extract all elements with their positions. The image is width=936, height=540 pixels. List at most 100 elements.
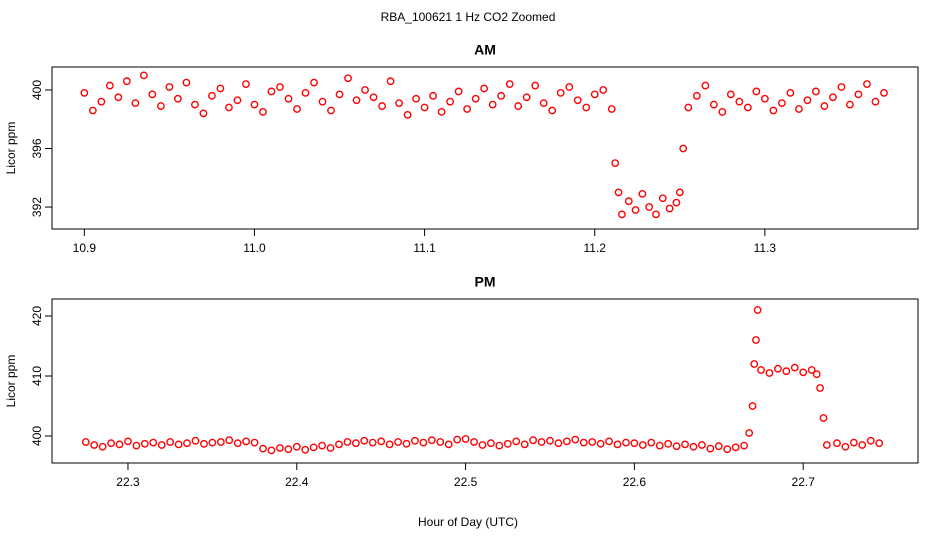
data-point (166, 438, 175, 446)
data-point (335, 440, 343, 449)
data-point (679, 144, 688, 153)
data-point (377, 437, 386, 446)
data-point (531, 81, 540, 90)
data-point (343, 438, 352, 446)
data-point (427, 436, 436, 445)
data-point (284, 445, 293, 454)
y-tick-label: 400 (30, 426, 44, 446)
data-point (97, 97, 106, 106)
data-point (503, 439, 512, 448)
data-point (216, 84, 225, 93)
data-point (115, 440, 124, 449)
data-point (757, 366, 765, 374)
data-point (437, 108, 446, 116)
data-point (571, 435, 580, 444)
x-tick-label: 22.3 (116, 475, 140, 489)
data-point (394, 438, 402, 446)
data-point (665, 204, 674, 213)
data-point (652, 210, 660, 219)
data-point (105, 81, 114, 90)
data-point (537, 438, 546, 446)
data-point (301, 89, 310, 97)
data-point (259, 444, 267, 453)
data-point (773, 364, 782, 373)
data-point (812, 370, 821, 379)
data-point (777, 99, 786, 108)
data-point (611, 159, 620, 168)
data-point (745, 429, 754, 437)
data-point (812, 87, 820, 96)
data-point (539, 99, 548, 108)
data-point (385, 440, 394, 449)
data-point (301, 445, 310, 454)
data-point (631, 206, 640, 214)
data-point (461, 435, 470, 443)
data-point (718, 108, 727, 116)
data-point (326, 444, 335, 452)
data-point (638, 189, 647, 198)
data-point (698, 441, 706, 449)
data-point (664, 439, 673, 448)
y-axis-label: Licor ppm (4, 122, 18, 175)
data-point (562, 437, 571, 446)
data-point (689, 442, 698, 451)
data-point (480, 84, 489, 93)
data-point (753, 306, 762, 314)
data-point (645, 203, 654, 211)
data-point (250, 438, 259, 447)
y-tick-label: 410 (30, 366, 44, 386)
data-point (875, 439, 884, 448)
data-point (769, 106, 778, 115)
data-point (88, 106, 97, 115)
data-point (638, 441, 647, 449)
data-point (471, 94, 480, 103)
data-point (618, 210, 626, 219)
data-point (596, 439, 605, 448)
x-tick-label: 11.1 (413, 241, 436, 255)
data-point (200, 439, 208, 448)
data-point (816, 384, 824, 392)
data-point (672, 442, 681, 451)
data-point (858, 441, 867, 449)
data-point (208, 91, 216, 100)
data-point (335, 90, 344, 99)
data-point (470, 438, 478, 446)
x-tick-label: 10.9 (73, 241, 97, 255)
data-point (411, 436, 419, 445)
data-point (871, 97, 880, 106)
data-point (446, 97, 455, 106)
data-point (156, 102, 165, 110)
data-point (436, 438, 445, 446)
data-point (344, 74, 352, 83)
data-point (233, 439, 242, 448)
data-point (752, 336, 760, 344)
data-point (829, 93, 837, 102)
data-point (378, 102, 386, 110)
data-point (790, 363, 799, 372)
data-point (199, 109, 208, 118)
data-point (148, 90, 157, 99)
data-point (520, 440, 529, 449)
data-point (782, 367, 791, 376)
data-point (495, 441, 504, 450)
data-point (846, 100, 854, 109)
data-point (124, 437, 132, 446)
data-point (529, 436, 538, 445)
y-axis-label: Licor ppm (4, 355, 18, 408)
data-point (292, 442, 301, 451)
data-point (122, 77, 131, 86)
data-point (174, 94, 182, 103)
data-point (556, 89, 565, 97)
y-tick-label: 420 (30, 306, 44, 326)
data-point (403, 110, 412, 119)
data-point (837, 83, 846, 91)
data-point (352, 96, 361, 105)
data-point (139, 71, 148, 80)
data-point (276, 83, 284, 91)
data-point (681, 440, 689, 449)
data-point (368, 438, 377, 447)
data-point (786, 89, 795, 97)
y-tick-label: 400 (30, 80, 44, 100)
data-point (735, 97, 744, 106)
